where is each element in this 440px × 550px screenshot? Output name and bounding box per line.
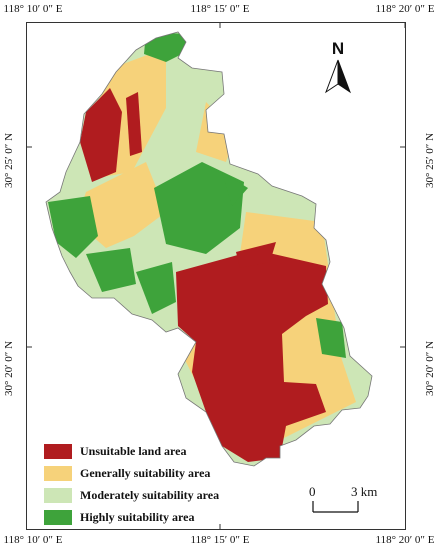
coord-left-2: 30° 20′ 0″ N — [3, 340, 15, 396]
north-arrow-icon — [324, 59, 352, 94]
coord-bottom-2: 118° 15′ 0″ E — [190, 534, 250, 546]
map-border — [26, 22, 406, 530]
scale-bar-start: 0 — [309, 484, 316, 499]
legend-item-highly: Highly suitability area — [44, 506, 219, 528]
coord-top-3: 118° 20′ 0″ E — [375, 3, 435, 15]
legend-label-moderately: Moderately suitability area — [80, 487, 220, 502]
legend-swatch-unsuitable — [44, 443, 72, 459]
legend-item-unsuitable: Unsuitable land area — [44, 440, 219, 462]
legend-swatch-highly — [44, 509, 72, 525]
coord-right-1: 30° 25′ 0″ N — [424, 132, 436, 188]
legend-label-generally: Generally suitability area — [80, 465, 211, 480]
coord-bottom-1: 118° 10′ 0″ E — [3, 534, 63, 546]
legend-label-unsuitable: Unsuitable land area — [80, 443, 187, 458]
coord-top-1: 118° 10′ 0″ E — [3, 3, 63, 15]
legend-label-highly: Highly suitability area — [80, 509, 195, 524]
legend-item-moderately: Moderately suitability area — [44, 484, 219, 506]
legend-swatch-generally — [44, 465, 72, 481]
north-arrow-label: N — [332, 39, 344, 58]
suitability-map: N — [26, 22, 406, 530]
legend: Unsuitable land area Generally suitabili… — [44, 440, 219, 528]
coord-top-2: 118° 15′ 0″ E — [190, 3, 250, 15]
coord-left-1: 30° 25′ 0″ N — [3, 132, 15, 188]
coord-right-2: 30° 20′ 0″ N — [424, 340, 436, 396]
coord-bottom-3: 118° 20′ 0″ E — [375, 534, 435, 546]
map-region — [46, 32, 372, 466]
legend-swatch-moderately — [44, 487, 72, 503]
map-frame: N — [26, 22, 406, 530]
scale-bar-end: 3 km — [351, 484, 378, 499]
scale-bar — [312, 501, 359, 513]
legend-item-generally: Generally suitability area — [44, 462, 219, 484]
